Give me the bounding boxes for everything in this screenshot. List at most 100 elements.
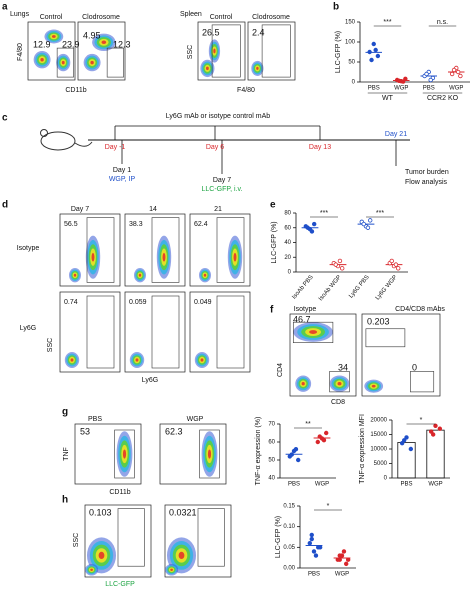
density bbox=[138, 273, 142, 277]
plot-header: Clodrosome bbox=[82, 14, 120, 21]
category-label: WGP bbox=[335, 572, 349, 578]
endpoint: Flow analysis bbox=[405, 179, 448, 186]
gate bbox=[106, 47, 124, 78]
category-label: PBS bbox=[423, 86, 435, 92]
gate bbox=[329, 371, 350, 393]
dot bbox=[396, 78, 402, 83]
gate-value: 0.103 bbox=[89, 507, 112, 517]
y-tick-label: 50 bbox=[348, 60, 355, 66]
axis-label: CD11b bbox=[109, 489, 130, 496]
density bbox=[205, 66, 209, 71]
gate bbox=[216, 217, 245, 283]
day: Day 13 bbox=[309, 144, 331, 151]
row-label: Isotype bbox=[17, 245, 40, 252]
dot bbox=[396, 266, 401, 271]
category-label: WGP bbox=[449, 86, 463, 92]
significance: * bbox=[327, 503, 330, 510]
axis-label: F4/80 bbox=[237, 87, 255, 94]
gate bbox=[211, 24, 241, 78]
y-axis-label: LLC-GFP (%) bbox=[275, 516, 282, 558]
significance: * bbox=[420, 417, 423, 424]
gate-value: 38.3 bbox=[129, 221, 143, 228]
dot bbox=[324, 430, 329, 436]
tissue: Lungs bbox=[10, 11, 30, 18]
gate bbox=[86, 295, 115, 369]
dot bbox=[317, 545, 323, 550]
timeline-label: Ly6G mAb or isotype control mAb bbox=[166, 113, 271, 120]
y-tick-label: 0 bbox=[384, 476, 388, 482]
density bbox=[40, 57, 44, 62]
dot bbox=[337, 557, 342, 562]
panel-letter: f bbox=[270, 305, 274, 316]
dot bbox=[309, 536, 314, 542]
dot bbox=[333, 262, 338, 267]
gate-value: 34 bbox=[338, 362, 348, 372]
density bbox=[98, 551, 105, 560]
axis-label: SSC bbox=[47, 338, 54, 352]
dot bbox=[289, 452, 294, 457]
dot bbox=[315, 439, 320, 445]
gate-value: 0.203 bbox=[367, 316, 390, 326]
gate bbox=[261, 24, 291, 78]
density bbox=[73, 273, 77, 277]
dot bbox=[424, 71, 429, 77]
y-tick-label: 60 bbox=[268, 440, 275, 446]
axis-label: LLC-GFP bbox=[105, 581, 135, 588]
category-label: WGP bbox=[394, 86, 408, 92]
plot-header: Clodrosome bbox=[252, 14, 290, 21]
dot bbox=[449, 71, 455, 77]
bar bbox=[397, 442, 416, 479]
day: Day 6 bbox=[206, 144, 224, 151]
y-tick-label: 60 bbox=[284, 225, 291, 231]
plot-header: WGP bbox=[187, 416, 204, 423]
y-axis-label: TNF-α expression (%) bbox=[255, 417, 262, 486]
category-label: PBS bbox=[288, 482, 300, 488]
y-tick-label: 40 bbox=[268, 476, 275, 482]
density bbox=[90, 60, 94, 65]
plot-header: 21 bbox=[214, 206, 222, 213]
bar bbox=[426, 429, 445, 479]
density bbox=[337, 382, 342, 386]
gate bbox=[292, 321, 334, 344]
event-day: Day 1 bbox=[113, 167, 131, 174]
category-label: WGP bbox=[315, 482, 329, 488]
panel-letter: d bbox=[2, 200, 8, 211]
y-tick-label: 15000 bbox=[370, 432, 387, 438]
dot bbox=[309, 229, 315, 234]
plot-header: CD4/CD8 mAbs bbox=[395, 306, 445, 313]
gate-value: 53 bbox=[80, 426, 90, 436]
y-tick-label: 0.10 bbox=[283, 524, 295, 530]
density bbox=[70, 358, 74, 362]
y-tick-label: 50 bbox=[268, 458, 275, 464]
gate bbox=[365, 328, 406, 348]
plot-header: Control bbox=[210, 14, 233, 21]
y-tick-label: 20000 bbox=[370, 418, 387, 424]
significance: *** bbox=[376, 210, 384, 217]
dot bbox=[321, 438, 327, 443]
axis-label: CD11b bbox=[65, 87, 86, 94]
category-label: PBS bbox=[400, 482, 412, 488]
dot bbox=[400, 79, 406, 84]
y-tick-label: 100 bbox=[345, 40, 356, 46]
dot bbox=[433, 423, 438, 428]
category-label: PBS bbox=[368, 86, 380, 92]
density bbox=[309, 330, 318, 335]
density bbox=[371, 384, 376, 388]
dot bbox=[451, 67, 457, 73]
dot bbox=[365, 225, 371, 230]
dot bbox=[344, 561, 349, 567]
dot bbox=[455, 69, 461, 75]
density bbox=[207, 449, 212, 459]
dot bbox=[371, 41, 376, 47]
event: LLC-GFP, i.v. bbox=[202, 186, 243, 193]
gate-value: 0 bbox=[412, 362, 417, 372]
density bbox=[301, 382, 305, 386]
dot bbox=[428, 429, 434, 434]
panel-letter: b bbox=[333, 2, 339, 13]
y-tick-label: 0 bbox=[352, 80, 356, 86]
y-tick-label: 0.15 bbox=[283, 504, 295, 510]
density bbox=[213, 48, 216, 54]
y-tick-label: 5000 bbox=[374, 461, 388, 467]
density bbox=[61, 60, 65, 65]
